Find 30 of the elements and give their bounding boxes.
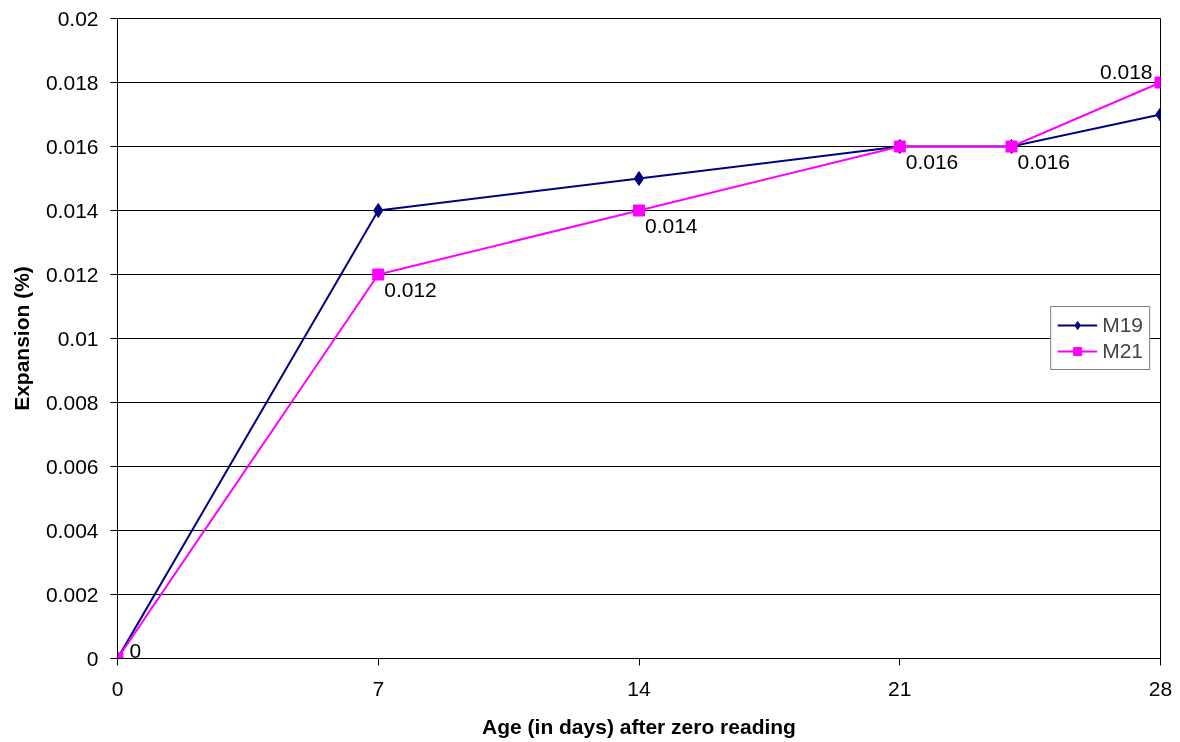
data-label: 0.016 [1017, 149, 1071, 173]
y-tick-label: 0.008 [45, 390, 99, 414]
point [633, 204, 645, 217]
data-label: 0 [129, 638, 142, 662]
y-axis-title: Expansion (%) [9, 266, 33, 411]
y-tick-label: 0.018 [45, 70, 99, 94]
point [373, 203, 384, 218]
y-tick-label: 0.02 [57, 6, 99, 30]
point [633, 171, 645, 186]
data-label: 0.014 [645, 213, 698, 237]
x-tick-label: 21 [888, 676, 912, 700]
x-tick-label: 7 [372, 676, 385, 700]
data-label: 0.018 [1099, 59, 1153, 83]
y-tick-label: 0.012 [45, 262, 99, 286]
data-label: 0.016 [905, 149, 959, 173]
y-tick-label: 0.004 [45, 518, 99, 542]
data-label: 0.012 [384, 277, 437, 301]
x-axis-title: Age (in days) after zero reading [482, 714, 796, 738]
legend-label: M21 [1102, 339, 1143, 363]
legend-label: M19 [1102, 313, 1143, 337]
x-tick-label: 28 [1148, 676, 1173, 700]
y-tick-label: 0.016 [45, 134, 99, 158]
y-tick-label: 0.006 [45, 454, 99, 478]
y-tick-label: 0.01 [57, 326, 99, 350]
y-tick-label: 0.002 [45, 582, 99, 606]
point [372, 268, 385, 281]
x-tick-label: 14 [627, 676, 651, 700]
y-tick-label: 0.014 [45, 198, 99, 222]
x-tick-label: 0 [111, 676, 124, 700]
y-tick-label: 0 [86, 646, 99, 670]
